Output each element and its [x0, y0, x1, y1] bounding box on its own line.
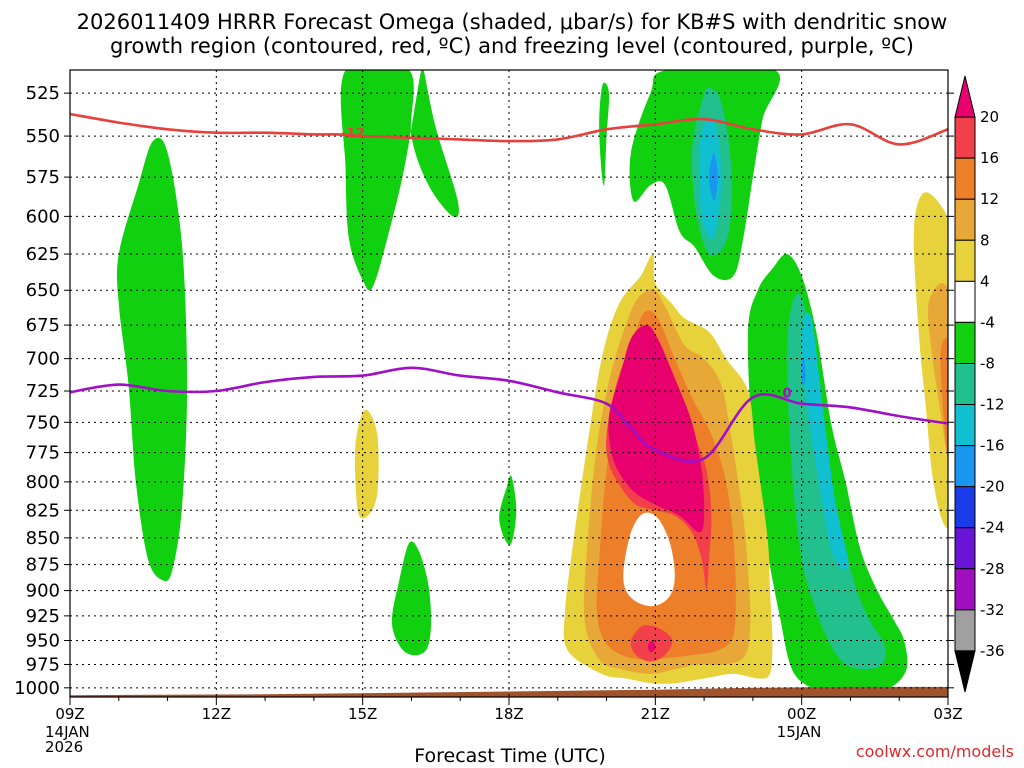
omega-region-pos12-22: [940, 337, 948, 459]
colorbar-bin-8: [954, 404, 976, 447]
colorbar-bin-5: [954, 280, 976, 323]
omega-region-neg12-11: [801, 312, 849, 571]
colorbar-label--4: -4: [980, 313, 995, 331]
y-tick-label-800: 800: [26, 472, 60, 493]
source-credit: coolwx.com/models: [856, 742, 1014, 761]
y-axis: 525 550 575 600 625 650 675 700 725 750 775 800 825 8…: [14, 83, 954, 699]
omega-region-pos4-17: [913, 192, 948, 529]
colorbar-bin-13: [954, 609, 976, 652]
temperature-contours: -12 0: [70, 112, 948, 463]
y-tick-label-975: 975: [26, 654, 60, 675]
y-tick-label-1000: 1000: [14, 678, 60, 699]
x-tick-sublabel-14JAN: 14JAN: [45, 723, 90, 741]
colorbar-label-16: 16: [980, 149, 999, 167]
colorbar-bin-14: [954, 650, 976, 693]
omega-neutral-hole-0: [623, 512, 675, 607]
colorbar-label-8: 8: [980, 231, 990, 249]
omega-region-neg4-1: [340, 70, 459, 291]
colorbar-bin-0: [954, 75, 976, 118]
y-tick-label-750: 750: [26, 412, 60, 433]
x-tick-label-09Z: 09Z: [55, 705, 84, 723]
colorbar-label--24: -24: [980, 519, 1005, 537]
colorbar-bin-11: [954, 527, 976, 570]
colorbar-label-20: 20: [980, 108, 999, 126]
colorbar-label--12: -12: [980, 396, 1005, 414]
colorbar-label-4: 4: [980, 272, 990, 290]
omega-region-neg16-14: [801, 358, 806, 386]
colorbar-bin-7: [954, 362, 976, 406]
freezing-level-contour-line: [70, 366, 948, 463]
y-tick-label-675: 675: [26, 315, 60, 336]
y-tick-label-900: 900: [26, 581, 60, 602]
omega-shading: [116, 70, 948, 690]
omega-region-neg4-0: [116, 137, 188, 582]
omega-region-neg4-3: [499, 475, 517, 545]
omega-region-pos4-15: [354, 409, 379, 519]
terrain-fill: [70, 686, 948, 697]
colorbar-label--32: -32: [980, 601, 1005, 619]
colorbar-bin-4: [954, 239, 976, 282]
x-tick-label-00Z: 00Z: [787, 705, 816, 723]
omega-region-pos8-20: [927, 282, 948, 460]
y-tick-label-550: 550: [26, 126, 60, 147]
x-tick-label-18Z: 18Z: [494, 705, 523, 723]
colorbar-bin-6: [954, 321, 976, 364]
omega-region-pos20-26: [647, 640, 656, 653]
colorbar-bin-10: [954, 486, 976, 529]
y-tick-label-850: 850: [26, 528, 60, 549]
colorbar-bin-1: [954, 116, 976, 159]
x-tick-label-21Z: 21Z: [641, 705, 670, 723]
chart-title-line-2: growth region (contoured, red, ºC) and f…: [110, 34, 914, 58]
y-tick-label-650: 650: [26, 280, 60, 301]
y-tick-label-725: 725: [26, 381, 60, 402]
y-tick-label-825: 825: [26, 500, 60, 521]
omega-region-neg4-4: [599, 82, 610, 186]
x-axis-title: Forecast Time (UTC): [414, 745, 605, 767]
chart-title-line-1: 2026011409 HRRR Forecast Omega (shaded, …: [77, 10, 948, 34]
x-tick-label-03Z: 03Z: [933, 705, 962, 723]
x-tick-sublabel-2026: 2026: [45, 738, 83, 756]
freezing-level-contour-label: 0: [783, 386, 792, 401]
colorbar-label--36: -36: [980, 642, 1005, 660]
y-tick-label-525: 525: [26, 83, 60, 104]
colorbar-label--28: -28: [980, 560, 1005, 578]
omega-region-neg4-2: [391, 541, 432, 656]
x-tick-sublabel-15JAN: 15JAN: [777, 723, 822, 741]
colorbar-bin-2: [954, 157, 976, 200]
dendritic-contour-line: [70, 112, 948, 146]
colorbar-label--8: -8: [980, 354, 995, 372]
y-tick-label-575: 575: [26, 167, 60, 188]
x-tick-label-12Z: 12Z: [202, 705, 231, 723]
y-tick-label-775: 775: [26, 443, 60, 464]
x-tick-label-15Z: 15Z: [348, 705, 377, 723]
colorbar-label--20: -20: [980, 478, 1005, 496]
colorbar-label--16: -16: [980, 437, 1005, 455]
colorbar-bin-12: [954, 568, 976, 611]
y-tick-label-700: 700: [26, 349, 60, 370]
colorbar-label-12: 12: [980, 190, 999, 208]
terrain-ground: [70, 686, 948, 697]
colorbar-bin-9: [954, 445, 976, 488]
y-tick-label-875: 875: [26, 555, 60, 576]
y-tick-label-625: 625: [26, 244, 60, 265]
omega-region-pos20-25: [608, 325, 705, 533]
colorbar: 20 16 12 8 4 -4 -8 -12 -16 -20 -24 -28 -32 -36: [954, 75, 1005, 693]
dendritic-contour-label: -12: [341, 127, 365, 142]
y-tick-label-925: 925: [26, 606, 60, 627]
y-tick-label-600: 600: [26, 206, 60, 227]
y-tick-label-950: 950: [26, 630, 60, 651]
colorbar-bin-3: [954, 198, 976, 241]
